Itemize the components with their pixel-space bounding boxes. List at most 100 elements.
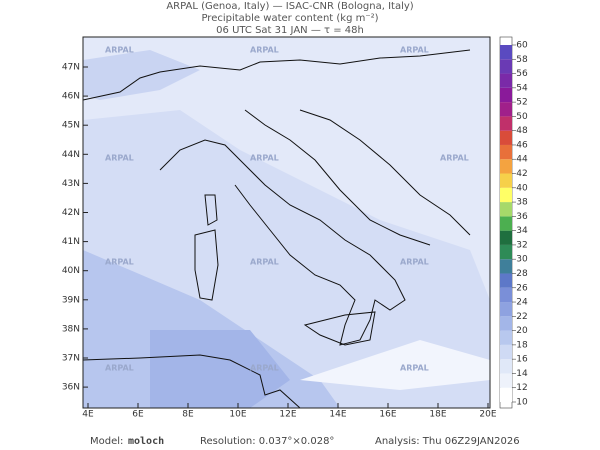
colorbar-swatch (500, 130, 512, 145)
lon-label: 14E (329, 410, 346, 420)
island (204, 194, 218, 226)
colorbar-swatch (500, 259, 512, 274)
header-line: 06 UTC Sat 31 JAN — τ = 48h (216, 25, 364, 36)
colorbar-swatch (500, 230, 512, 245)
watermark: ARPAL (105, 258, 134, 267)
field-patch (300, 340, 490, 390)
colorbar-label: 36 (516, 212, 528, 222)
colorbar-swatch (500, 45, 512, 60)
colorbar-label: 48 (516, 126, 528, 136)
colorbar-swatch (500, 302, 512, 317)
colorbar-label: 22 (516, 312, 527, 322)
colorbar-swatch (500, 359, 512, 374)
colorbar-label: 14 (516, 369, 528, 379)
lat-label: 42N (62, 208, 80, 218)
lat-label: 41N (62, 237, 80, 247)
watermark: ARPAL (250, 364, 279, 373)
watermark: ARPAL (105, 154, 134, 163)
colorbar-label: 28 (516, 269, 528, 279)
border (82, 49, 471, 101)
colorbar-label: 24 (516, 298, 528, 308)
footer-text: moloch (128, 436, 164, 447)
lat-label: 44N (62, 150, 80, 160)
footer-text: Model: (90, 436, 123, 447)
watermark: ARPAL (400, 46, 429, 55)
lat-label: 46N (62, 92, 80, 102)
watermark: ARPAL (250, 154, 279, 163)
watermark: ARPAL (105, 46, 134, 55)
lon-label: 18E (429, 410, 446, 420)
lon-label: 20E (479, 410, 496, 420)
colorbar-swatch (500, 102, 512, 117)
lat-label: 40N (62, 266, 80, 276)
coastline (244, 109, 431, 246)
colorbar-label: 60 (516, 41, 528, 51)
lat-label: 47N (62, 63, 80, 73)
colorbar-label: 32 (516, 240, 527, 250)
colorbar-swatch (500, 59, 512, 74)
lat-label: 39N (62, 295, 80, 305)
colorbar-swatch (500, 144, 512, 160)
colorbar-swatch (500, 216, 512, 231)
lat-label: 45N (62, 121, 80, 131)
colorbar-swatch (500, 316, 512, 331)
lon-label: 6E (132, 410, 144, 420)
colorbar-label: 26 (516, 283, 528, 293)
watermark: ARPAL (400, 258, 429, 267)
lon-label: 12E (279, 410, 296, 420)
colorbar-swatch (500, 244, 512, 260)
colorbar-swatch (500, 173, 512, 188)
lat-label: 36N (62, 383, 80, 393)
lat-label: 43N (62, 179, 80, 189)
colorbar-swatch (500, 387, 512, 402)
colorbar-swatch (500, 87, 512, 103)
header-line: Precipitable water content (kg m⁻²) (201, 13, 378, 24)
colorbar-label: 10 (516, 398, 528, 408)
field-patch (150, 330, 290, 408)
colorbar-swatch (500, 116, 512, 131)
colorbar-label: 52 (516, 98, 527, 108)
colorbar-label: 34 (516, 226, 528, 236)
island (303, 311, 376, 346)
colorbar-label: 30 (516, 255, 528, 265)
watermark: ARPAL (250, 46, 279, 55)
colorbar-label: 50 (516, 112, 528, 122)
colorbar: 10 12 14 16 18 20 22 24 26 28 30 32 34 36 38 40 42 44 46 48… (499, 36, 528, 409)
colorbar-swatch (500, 344, 512, 360)
colorbar-label: 58 (516, 55, 528, 65)
lon-label: 8E (182, 410, 194, 420)
colorbar-swatch (500, 159, 512, 174)
colorbar-label: 18 (516, 340, 528, 350)
lon-label: 4E (82, 410, 94, 420)
field-patch (83, 50, 200, 100)
coastline (82, 354, 301, 409)
colorbar-label: 12 (516, 383, 527, 393)
colorbar-label: 46 (516, 140, 528, 150)
map-frame (82, 36, 491, 409)
colorbar-label: 42 (516, 169, 527, 179)
header-line: ARPAL (Genoa, Italy) — ISAC-CNR (Bologna… (166, 1, 413, 12)
colorbar-label: 40 (516, 183, 528, 193)
colorbar-swatch (500, 187, 512, 203)
lat-label: 37N (62, 354, 80, 364)
footer-text: Analysis: Thu 06Z29JAN2026 (375, 436, 520, 447)
island (194, 229, 219, 301)
coastline (159, 139, 406, 346)
colorbar-swatch (500, 373, 512, 388)
watermark: ARPAL (440, 154, 469, 163)
lon-label: 16E (379, 410, 396, 420)
colorbar-swatch (500, 287, 512, 303)
colorbar-swatch (500, 202, 512, 217)
coastline (299, 109, 471, 236)
colorbar-label: 38 (516, 198, 528, 208)
colorbar-swatch (500, 330, 512, 345)
watermark: ARPAL (400, 364, 429, 373)
axis-labels: 4E 6E 8E 10E 12E 14E 16E 18E 20E 47N 46N 45N 44N 43N 4… (62, 63, 497, 420)
colorbar-label: 54 (516, 83, 528, 93)
footer-text: Resolution: 0.037°×0.028° (200, 436, 334, 447)
colorbar-label: 56 (516, 69, 528, 79)
colorbar-swatch (500, 73, 512, 88)
colorbar-swatch (500, 273, 512, 288)
colorbar-label: 44 (516, 155, 528, 165)
